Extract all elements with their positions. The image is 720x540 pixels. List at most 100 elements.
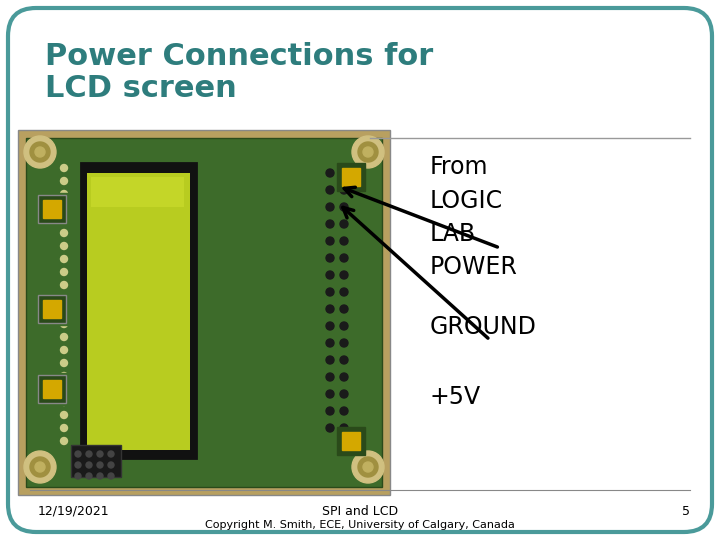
Circle shape (60, 281, 68, 288)
Bar (38, 375, 66, 403)
Circle shape (75, 473, 81, 479)
Circle shape (60, 360, 68, 367)
Bar (43, 380, 61, 398)
Bar (81, 163, 196, 458)
Circle shape (326, 271, 334, 279)
Text: +5V: +5V (430, 385, 481, 409)
Circle shape (340, 288, 348, 296)
Circle shape (326, 424, 334, 432)
Text: 12/19/2021: 12/19/2021 (38, 505, 109, 518)
Circle shape (60, 386, 68, 393)
Circle shape (340, 390, 348, 398)
Circle shape (24, 136, 56, 168)
Circle shape (340, 356, 348, 364)
Bar (337, 427, 365, 455)
Bar (26, 138, 382, 487)
Circle shape (35, 462, 45, 472)
Circle shape (326, 322, 334, 330)
Circle shape (60, 255, 68, 262)
Circle shape (340, 220, 348, 228)
Circle shape (108, 462, 114, 468)
Circle shape (60, 399, 68, 406)
Circle shape (60, 321, 68, 327)
Bar (87, 173, 190, 450)
Circle shape (326, 339, 334, 347)
Bar (337, 163, 365, 191)
Bar (43, 300, 61, 318)
Circle shape (326, 390, 334, 398)
Circle shape (86, 462, 92, 468)
Circle shape (340, 254, 348, 262)
Circle shape (326, 237, 334, 245)
Circle shape (108, 473, 114, 479)
Circle shape (24, 451, 56, 483)
Bar (36, 293, 68, 325)
Circle shape (340, 186, 348, 194)
Circle shape (340, 424, 348, 432)
Circle shape (326, 305, 334, 313)
Bar (36, 373, 68, 405)
Circle shape (60, 242, 68, 249)
Circle shape (326, 356, 334, 364)
Circle shape (60, 334, 68, 341)
Circle shape (60, 230, 68, 237)
Bar (91, 177, 184, 207)
Circle shape (363, 147, 373, 157)
Circle shape (326, 288, 334, 296)
Circle shape (326, 203, 334, 211)
Circle shape (75, 451, 81, 457)
Circle shape (358, 142, 378, 162)
Text: Power Connections for
LCD screen: Power Connections for LCD screen (45, 42, 433, 104)
Text: From
LOGIC
LAB
POWER: From LOGIC LAB POWER (430, 155, 518, 280)
Circle shape (86, 451, 92, 457)
Circle shape (86, 473, 92, 479)
Circle shape (60, 191, 68, 198)
Circle shape (60, 347, 68, 354)
Circle shape (60, 294, 68, 301)
Bar (36, 193, 68, 225)
Circle shape (35, 147, 45, 157)
Circle shape (326, 220, 334, 228)
Bar (38, 195, 66, 223)
Circle shape (326, 254, 334, 262)
Bar (18, 130, 390, 495)
Circle shape (60, 217, 68, 224)
Circle shape (75, 462, 81, 468)
Circle shape (60, 424, 68, 431)
Bar (38, 295, 66, 323)
Circle shape (326, 373, 334, 381)
Circle shape (60, 268, 68, 275)
Circle shape (60, 373, 68, 380)
Circle shape (352, 451, 384, 483)
Circle shape (358, 457, 378, 477)
Bar (71, 445, 121, 477)
Circle shape (340, 407, 348, 415)
Circle shape (97, 462, 103, 468)
Circle shape (60, 411, 68, 418)
Circle shape (340, 373, 348, 381)
Circle shape (30, 142, 50, 162)
Circle shape (352, 136, 384, 168)
Circle shape (340, 305, 348, 313)
Circle shape (326, 186, 334, 194)
Bar (342, 168, 360, 186)
Circle shape (60, 204, 68, 211)
Text: Copyright M. Smith, ECE, University of Calgary, Canada: Copyright M. Smith, ECE, University of C… (205, 520, 515, 530)
Text: 5: 5 (682, 505, 690, 518)
Circle shape (60, 178, 68, 185)
Text: SPI and LCD: SPI and LCD (322, 505, 398, 518)
Bar (342, 432, 360, 450)
Circle shape (340, 322, 348, 330)
Circle shape (326, 407, 334, 415)
Circle shape (60, 307, 68, 314)
Circle shape (363, 462, 373, 472)
Circle shape (60, 165, 68, 172)
FancyBboxPatch shape (8, 8, 712, 532)
Circle shape (108, 451, 114, 457)
Circle shape (30, 457, 50, 477)
Circle shape (326, 169, 334, 177)
Text: GROUND: GROUND (430, 315, 537, 339)
Circle shape (60, 437, 68, 444)
Circle shape (340, 169, 348, 177)
Circle shape (340, 339, 348, 347)
